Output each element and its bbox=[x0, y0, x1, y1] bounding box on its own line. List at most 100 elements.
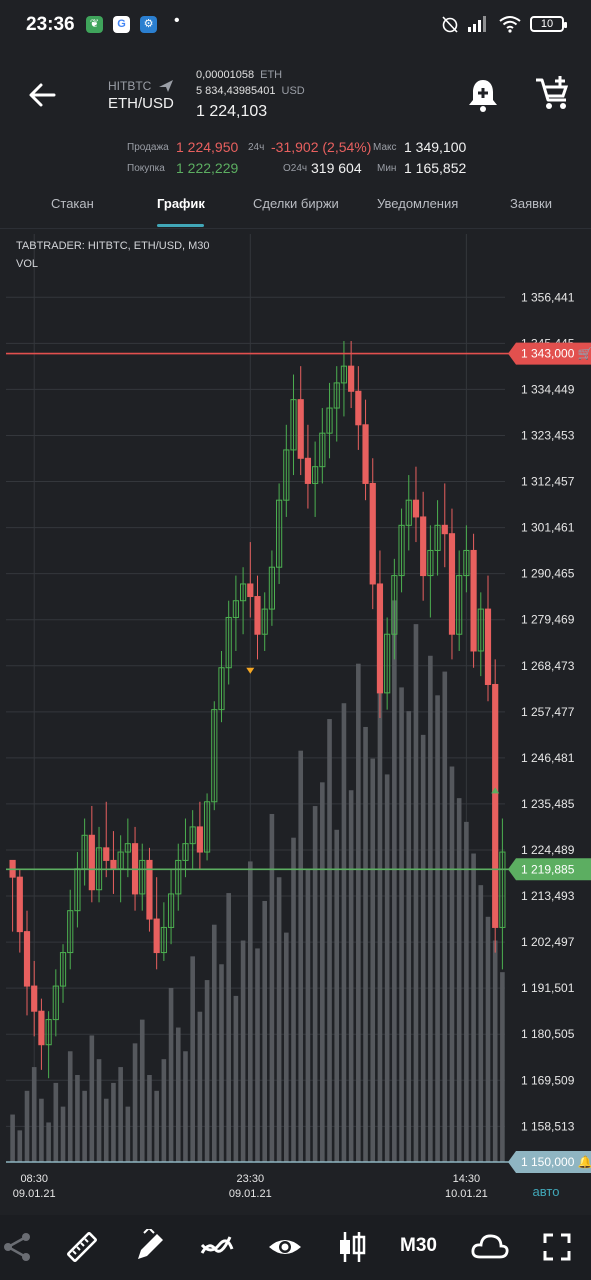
candle-body bbox=[348, 365, 355, 392]
volume-bar bbox=[255, 948, 260, 1162]
volume-bar bbox=[428, 655, 433, 1162]
candle-body bbox=[103, 847, 110, 861]
buy-value: 1 222,229 bbox=[176, 160, 239, 176]
auto-scale-label[interactable]: авто bbox=[533, 1184, 560, 1199]
volume-bar bbox=[262, 900, 268, 1162]
volume-bar bbox=[305, 869, 311, 1162]
y-tick-label: 1 279,469 bbox=[521, 613, 575, 627]
volume-bar bbox=[139, 1019, 145, 1162]
candle-body bbox=[45, 1019, 52, 1046]
candle-body bbox=[276, 499, 283, 568]
candle-body bbox=[420, 516, 427, 577]
volume-bar bbox=[464, 821, 469, 1162]
candle-body bbox=[412, 499, 420, 518]
min-label: Мин bbox=[377, 163, 397, 174]
volume-bar bbox=[31, 1067, 37, 1162]
volume-bar bbox=[183, 1051, 188, 1162]
candle-body bbox=[470, 549, 477, 652]
chart-volume-label: VOL bbox=[16, 258, 39, 270]
volume-bar bbox=[96, 1059, 102, 1162]
candle-body bbox=[268, 566, 275, 610]
timeframe-selector[interactable]: M30 bbox=[400, 1235, 437, 1256]
volume-bar bbox=[399, 687, 404, 1162]
candle-body bbox=[196, 826, 203, 853]
candle-body bbox=[203, 801, 211, 853]
add-order-cart-icon[interactable] bbox=[534, 75, 572, 113]
volume-bar bbox=[111, 1082, 116, 1162]
add-alert-bell-icon[interactable] bbox=[466, 77, 500, 113]
candle-body bbox=[376, 583, 384, 694]
volume-bar bbox=[485, 916, 491, 1162]
volume-bar bbox=[413, 624, 419, 1162]
volume-bar bbox=[298, 750, 304, 1162]
candle-body bbox=[59, 952, 67, 987]
candle-body bbox=[290, 399, 297, 451]
sell-label: Продажа bbox=[127, 142, 169, 153]
volume-bar bbox=[291, 837, 296, 1162]
y-tick-label: 1 334,449 bbox=[521, 382, 575, 396]
volume-bar bbox=[103, 1098, 109, 1162]
candle-body bbox=[232, 600, 239, 618]
volume-bar bbox=[233, 995, 239, 1162]
cloud-icon[interactable] bbox=[470, 1229, 510, 1265]
candle-body bbox=[484, 608, 492, 685]
candle-body bbox=[391, 575, 398, 635]
candle-body bbox=[160, 926, 167, 954]
share-icon[interactable] bbox=[0, 1229, 36, 1265]
volume-bar bbox=[435, 695, 440, 1162]
eye-icon[interactable] bbox=[267, 1229, 303, 1265]
volume-bar bbox=[46, 1122, 51, 1162]
tab-orders[interactable]: Заявки bbox=[510, 196, 552, 211]
pair-name[interactable]: ETH/USD bbox=[108, 95, 174, 112]
notification-dot: • bbox=[174, 12, 180, 29]
tab-alerts[interactable]: Уведомления bbox=[377, 196, 459, 211]
buy-price-tag bbox=[508, 858, 591, 881]
last-price: 1 224,103 bbox=[196, 103, 268, 120]
candle-body bbox=[434, 524, 441, 551]
tab-chart[interactable]: График bbox=[157, 196, 205, 211]
volume-bar bbox=[211, 924, 217, 1162]
x-tick-time: 14:30 bbox=[453, 1173, 481, 1185]
volume-bar bbox=[269, 813, 275, 1162]
candle-body bbox=[398, 524, 405, 577]
volume-bar bbox=[204, 980, 210, 1162]
bottom-toolbar: M30 bbox=[0, 1215, 591, 1280]
ruler-icon[interactable] bbox=[64, 1229, 100, 1265]
x-tick-time: 23:30 bbox=[237, 1173, 265, 1185]
candle-body bbox=[326, 407, 333, 434]
candle-body bbox=[175, 859, 182, 895]
volume-bar bbox=[442, 671, 448, 1162]
volume-quote-unit: USD bbox=[281, 85, 305, 97]
volume-bar bbox=[75, 1074, 80, 1162]
back-arrow-icon[interactable] bbox=[24, 77, 60, 113]
indicators-icon[interactable] bbox=[199, 1229, 235, 1265]
status-bar: 23:36 ❦ G ⚙ • 10 bbox=[0, 0, 591, 50]
tab-trades[interactable]: Сделки биржи bbox=[253, 196, 339, 211]
candle-body bbox=[319, 432, 326, 468]
y-tick-label: 1 158,513 bbox=[521, 1119, 575, 1133]
header: HITBTC ETH/USD 0,00001058 ETH 5 834,43985… bbox=[0, 55, 591, 135]
volume-base-value: 0,00001058 bbox=[196, 69, 255, 81]
pencil-icon[interactable] bbox=[132, 1229, 168, 1265]
candle-body bbox=[477, 608, 484, 652]
y-tick-label: 1 356,441 bbox=[521, 290, 575, 304]
candles-icon[interactable] bbox=[334, 1229, 370, 1265]
buy-label: Покупка bbox=[127, 163, 165, 174]
candle-body bbox=[218, 667, 225, 711]
volume-base: 0,00001058 ETH bbox=[196, 69, 282, 81]
tab-order-book[interactable]: Стакан bbox=[51, 196, 94, 211]
fullscreen-icon[interactable] bbox=[539, 1229, 575, 1265]
settings-app-icon: ⚙ bbox=[140, 16, 157, 33]
change-value: -31,902 (2,54%) bbox=[271, 139, 372, 155]
max-label: Макс bbox=[373, 142, 397, 153]
change-label: 24ч bbox=[248, 142, 265, 153]
signal-icon bbox=[468, 16, 486, 32]
volume-bar bbox=[132, 1043, 138, 1162]
candle-body bbox=[333, 382, 340, 409]
leaf-app-icon: ❦ bbox=[86, 16, 103, 33]
candle-body bbox=[283, 449, 290, 501]
candle-body bbox=[362, 424, 369, 484]
status-time: 23:36 bbox=[26, 14, 75, 35]
